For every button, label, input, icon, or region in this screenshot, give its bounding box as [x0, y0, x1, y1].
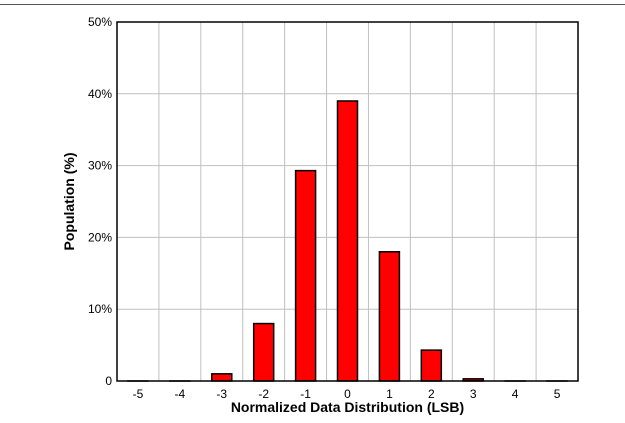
x-tick-label: 0: [344, 387, 351, 401]
bar: [294, 169, 317, 382]
x-tick-label: 2: [428, 387, 435, 401]
bar: [378, 251, 401, 382]
x-tick-label: 3: [470, 387, 477, 401]
x-tick-label: 1: [386, 387, 393, 401]
bar: [336, 100, 359, 382]
x-axis-title: Normalized Data Distribution (LSB): [231, 399, 464, 415]
plot-frame: [116, 21, 579, 382]
y-axis-title: Population (%): [61, 153, 77, 251]
x-tick-label: -4: [175, 387, 186, 401]
y-tick-label: 20%: [88, 230, 112, 244]
x-tick-label: -5: [133, 387, 144, 401]
x-tick-labels: -5 -4 -3 -2 -1 0 1 2 3 4 5: [133, 387, 561, 401]
y-tick-label: 30%: [88, 159, 112, 173]
bar: [420, 349, 443, 382]
bars: [127, 100, 568, 382]
y-tick-labels: 0 10% 20% 30% 40% 50%: [88, 15, 112, 388]
top-rule: [0, 4, 625, 5]
x-tick-label: 4: [512, 387, 519, 401]
x-tick-label: -1: [300, 387, 311, 401]
y-tick-label: 50%: [88, 15, 112, 29]
x-tick-label: -3: [216, 387, 227, 401]
x-tick-label: 5: [554, 387, 561, 401]
y-tick-label: 10%: [88, 302, 112, 316]
bar: [252, 322, 275, 382]
bar: [211, 373, 233, 382]
y-tick-label: 40%: [88, 87, 112, 101]
x-tick-label: -2: [258, 387, 269, 401]
y-tick-label: 0: [105, 374, 112, 388]
